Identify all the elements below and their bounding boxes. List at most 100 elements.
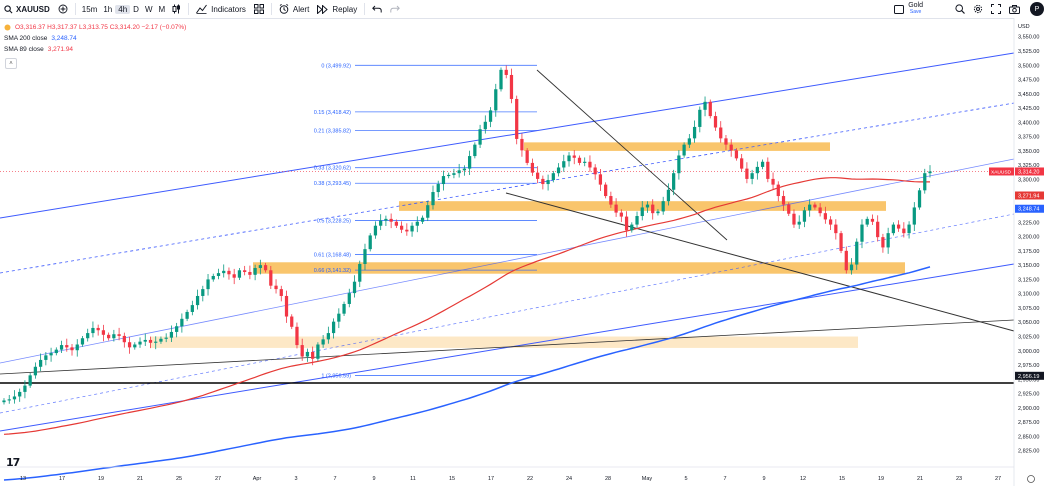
- timeframe-4h[interactable]: 4h: [115, 4, 131, 14]
- zone-rect[interactable]: [253, 262, 905, 274]
- sma200-line[interactable]: [3, 266, 931, 481]
- zone-rect[interactable]: [524, 142, 830, 151]
- sma89-row[interactable]: SMA 89 close 3,271.94: [4, 44, 186, 55]
- candle-body: [912, 207, 916, 225]
- support-break-line[interactable]: [505, 192, 1015, 332]
- channel-lower-line[interactable]: [0, 263, 1015, 432]
- symbol-search-button[interactable]: XAUUSD: [0, 0, 54, 18]
- fullscreen-button[interactable]: [987, 0, 1005, 18]
- fibonacci-retracement[interactable]: 0 (3,499.92) 0.15 (3,418.42) 0.21 (3,385.8…: [314, 63, 537, 380]
- candle-body: [274, 285, 278, 290]
- replay-button[interactable]: Replay: [313, 0, 361, 18]
- descending-trendline[interactable]: [536, 69, 728, 241]
- price-tick-label: 3,325.00: [1018, 163, 1039, 169]
- time-tick-label: 24: [566, 476, 572, 482]
- symbol-flag-icon: [4, 24, 11, 31]
- quick-search-button[interactable]: [951, 0, 969, 18]
- candle-body: [2, 400, 6, 403]
- symbol-tag: XAUUSD: [991, 169, 1012, 175]
- undo-button[interactable]: [368, 0, 386, 18]
- top-toolbar: XAUUSD 15m 1h 4h D W M Indicators Alert …: [0, 0, 1046, 19]
- settings-button[interactable]: [969, 0, 987, 18]
- redo-button[interactable]: [386, 0, 404, 18]
- candle-body: [855, 241, 859, 265]
- candle-body: [457, 170, 461, 174]
- price-chart[interactable]: 0 (3,499.92) 0.15 (3,418.42) 0.21 (3,385.8…: [0, 18, 1046, 486]
- candle-body: [828, 219, 833, 225]
- snapshot-button[interactable]: [1005, 0, 1024, 18]
- candle-body: [33, 366, 38, 376]
- moving-averages[interactable]: [3, 177, 931, 481]
- alert-label: Alert: [292, 4, 310, 14]
- layout-button[interactable]: [890, 0, 908, 18]
- tradingview-logo[interactable]: 17: [6, 456, 20, 469]
- candle-body: [499, 69, 503, 90]
- channel-inner-line[interactable]: [0, 158, 1015, 364]
- candle-body: [865, 218, 869, 225]
- candle-body: [766, 161, 770, 179]
- zone-rect[interactable]: [150, 336, 858, 348]
- go-to-date-icon[interactable]: [1027, 475, 1035, 483]
- channel-upper-line[interactable]: [0, 52, 1015, 219]
- candle-body: [520, 138, 524, 151]
- timeframe-1h[interactable]: 1h: [103, 4, 113, 14]
- avatar[interactable]: P: [1030, 2, 1044, 16]
- candle-body: [698, 109, 702, 127]
- sma200-row[interactable]: SMA 200 close 3,248.74: [4, 33, 186, 44]
- key-level-tag: 2,956.19: [1018, 374, 1039, 380]
- price-tick-label: 3,075.00: [1018, 306, 1039, 312]
- candle-body: [703, 101, 707, 110]
- timeframe-d[interactable]: D: [133, 4, 139, 14]
- alert-icon: [279, 4, 289, 14]
- collapse-legend-button[interactable]: ˄: [5, 58, 17, 69]
- candle-body: [614, 204, 618, 213]
- price-tick-label: 3,175.00: [1018, 249, 1039, 255]
- candle-body: [201, 289, 205, 296]
- price-axis[interactable]: USD 3,550.00 3,525.00 3,500.00 3,475.00 3,450…: [1014, 18, 1046, 486]
- long-trendline[interactable]: [0, 319, 1015, 375]
- candle-body: [38, 359, 43, 367]
- candle-body: [572, 155, 576, 158]
- candle-body: [787, 204, 791, 214]
- fib-level-label: 0.61 (3,168.48): [314, 253, 351, 259]
- sma89-line[interactable]: [3, 177, 930, 435]
- compare-button[interactable]: [54, 0, 72, 18]
- alert-button[interactable]: Alert: [275, 0, 313, 18]
- timeframe-m[interactable]: M: [158, 4, 166, 14]
- sma89-value: 3,271.94: [47, 46, 74, 53]
- time-axis[interactable]: 13 17 19 21 25 27 Apr 3 7 9 11 15 17 22 24 28 May 5 7 9 12 15…: [0, 18, 1035, 486]
- candle-body: [562, 161, 566, 168]
- price-tick-label: 3,200.00: [1018, 235, 1039, 241]
- candle-body: [452, 173, 456, 175]
- candle-body: [206, 279, 210, 290]
- price-tick-label: 3,025.00: [1018, 335, 1039, 341]
- time-tick-label: 5: [684, 476, 687, 482]
- indicators-button[interactable]: Indicators: [192, 0, 250, 18]
- candle-body: [305, 351, 310, 357]
- price-tick-label: 3,400.00: [1018, 120, 1039, 126]
- templates-button[interactable]: [250, 0, 268, 18]
- sma200-tag: 3,248.74: [1018, 207, 1039, 213]
- candle-body: [12, 396, 17, 400]
- chart-type-button[interactable]: [168, 0, 185, 18]
- timeframe-15m[interactable]: 15m: [81, 4, 98, 14]
- candle-body: [133, 344, 137, 348]
- candle-body: [609, 196, 613, 205]
- candle-body: [713, 116, 718, 128]
- candle-body: [583, 161, 587, 163]
- price-tick-label: 3,150.00: [1018, 263, 1039, 269]
- time-tick-label: 11: [410, 476, 416, 482]
- timeframe-w[interactable]: W: [144, 4, 153, 14]
- candle-body: [509, 74, 514, 99]
- candle-body: [96, 327, 100, 331]
- price-tick-label: 2,950.00: [1018, 377, 1039, 383]
- save-layout-button[interactable]: Gold Save: [908, 2, 923, 16]
- time-tick-label: 15: [449, 476, 455, 482]
- candle-body: [677, 155, 681, 174]
- camera-icon: [1009, 4, 1020, 14]
- price-tick-label: 3,525.00: [1018, 49, 1039, 55]
- lower-dashed-line[interactable]: [0, 213, 1015, 414]
- candle-body: [776, 184, 780, 197]
- time-tick-label: 12: [800, 476, 806, 482]
- trend-lines[interactable]: [0, 52, 1015, 432]
